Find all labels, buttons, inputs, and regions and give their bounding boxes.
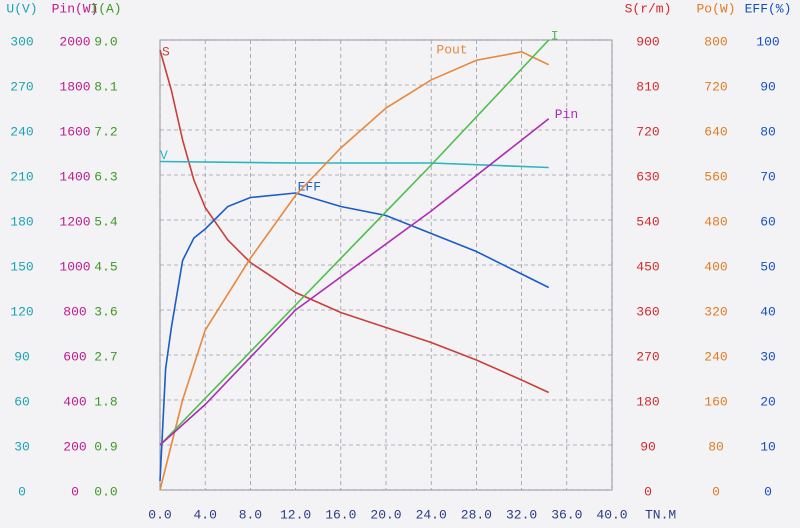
series-label: S <box>162 44 170 59</box>
y-tick-label: 7.2 <box>94 124 117 139</box>
x-tick-label: 12.0 <box>280 507 311 522</box>
y-tick-label: 9.0 <box>94 34 117 49</box>
x-tick-label: 32.0 <box>506 507 537 522</box>
x-tick-label: 28.0 <box>461 507 492 522</box>
y-tick-label: 180 <box>636 394 659 409</box>
y-tick-label: 1.8 <box>94 394 117 409</box>
y-tick-label: 1600 <box>59 124 90 139</box>
y-tick-label: 0 <box>764 484 772 499</box>
y-tick-label: 900 <box>636 34 659 49</box>
y-tick-label: 100 <box>756 34 779 49</box>
y-tick-label: 90 <box>760 79 776 94</box>
y-tick-label: 540 <box>636 214 659 229</box>
y-tick-label: 0 <box>71 484 79 499</box>
series-line <box>159 50 550 491</box>
y-tick-label: 50 <box>760 259 776 274</box>
y-tick-label: 300 <box>10 34 33 49</box>
y-tick-label: 270 <box>10 79 33 94</box>
y-tick-label: 10 <box>760 439 776 454</box>
series-line <box>159 118 550 446</box>
x-axis-label: TN.M <box>645 507 676 522</box>
y-tick-label: 2000 <box>59 34 90 49</box>
y-tick-label: 2.7 <box>94 349 117 364</box>
y-tick-label: 240 <box>704 349 727 364</box>
y-tick-label: 720 <box>636 124 659 139</box>
y-tick-label: 360 <box>636 304 659 319</box>
series-line <box>159 192 550 482</box>
y-tick-label: 480 <box>704 214 727 229</box>
y-tick-label: 90 <box>640 439 656 454</box>
y-tick-label: 1800 <box>59 79 90 94</box>
x-tick-label: 4.0 <box>193 507 216 522</box>
y-tick-label: 0 <box>644 484 652 499</box>
y-tick-label: 1200 <box>59 214 90 229</box>
y-tick-label: 6.3 <box>94 169 117 184</box>
y-tick-label: 160 <box>704 394 727 409</box>
axis-header: Po(W) <box>696 1 735 16</box>
y-tick-label: 400 <box>63 394 86 409</box>
x-tick-label: 24.0 <box>416 507 447 522</box>
y-tick-label: 5.4 <box>94 214 118 229</box>
y-tick-label: 70 <box>760 169 776 184</box>
y-tick-label: 1000 <box>59 259 90 274</box>
y-tick-label: 20 <box>760 394 776 409</box>
y-tick-label: 720 <box>704 79 727 94</box>
x-tick-label: 0.0 <box>148 507 171 522</box>
axis-header: U(V) <box>6 1 37 16</box>
y-tick-label: 240 <box>10 124 33 139</box>
y-tick-label: 800 <box>63 304 86 319</box>
axis-header: S(r/m) <box>625 1 672 16</box>
y-tick-label: 0 <box>712 484 720 499</box>
y-tick-label: 200 <box>63 439 86 454</box>
y-tick-label: 80 <box>760 124 776 139</box>
y-tick-label: 600 <box>63 349 86 364</box>
y-tick-label: 4.5 <box>94 259 117 274</box>
y-tick-label: 400 <box>704 259 727 274</box>
y-tick-label: 0 <box>18 484 26 499</box>
series-label: Pin <box>555 107 578 122</box>
y-tick-label: 270 <box>636 349 659 364</box>
axis-header: EFF(%) <box>745 1 792 16</box>
y-tick-label: 80 <box>708 439 724 454</box>
y-tick-label: 210 <box>10 169 33 184</box>
x-tick-label: 40.0 <box>596 507 627 522</box>
y-tick-label: 0.0 <box>94 484 117 499</box>
series-label: I <box>551 28 559 43</box>
y-tick-label: 60 <box>14 394 30 409</box>
y-tick-label: 3.6 <box>94 304 117 319</box>
y-tick-label: 40 <box>760 304 776 319</box>
y-tick-label: 150 <box>10 259 33 274</box>
y-tick-label: 120 <box>10 304 33 319</box>
y-tick-label: 800 <box>704 34 727 49</box>
y-tick-label: 630 <box>636 169 659 184</box>
x-tick-label: 20.0 <box>370 507 401 522</box>
x-tick-label: 8.0 <box>239 507 262 522</box>
y-tick-label: 640 <box>704 124 727 139</box>
y-tick-label: 8.1 <box>94 79 118 94</box>
y-tick-label: 180 <box>10 214 33 229</box>
series-label: EFF <box>298 179 321 194</box>
y-tick-label: 450 <box>636 259 659 274</box>
series-label: Pout <box>436 43 467 58</box>
y-tick-label: 1400 <box>59 169 90 184</box>
y-tick-label: 90 <box>14 349 30 364</box>
x-tick-label: 16.0 <box>325 507 356 522</box>
series-label: V <box>160 148 168 163</box>
y-tick-label: 60 <box>760 214 776 229</box>
series-line <box>159 39 550 446</box>
x-tick-label: 36.0 <box>551 507 582 522</box>
axis-header: I(A) <box>90 1 121 16</box>
y-tick-label: 30 <box>760 349 776 364</box>
axis-header: Pin(W) <box>52 1 99 16</box>
y-tick-label: 560 <box>704 169 727 184</box>
y-tick-label: 0.9 <box>94 439 117 454</box>
y-tick-label: 320 <box>704 304 727 319</box>
series-line <box>159 49 550 394</box>
y-tick-label: 810 <box>636 79 659 94</box>
y-tick-label: 30 <box>14 439 30 454</box>
